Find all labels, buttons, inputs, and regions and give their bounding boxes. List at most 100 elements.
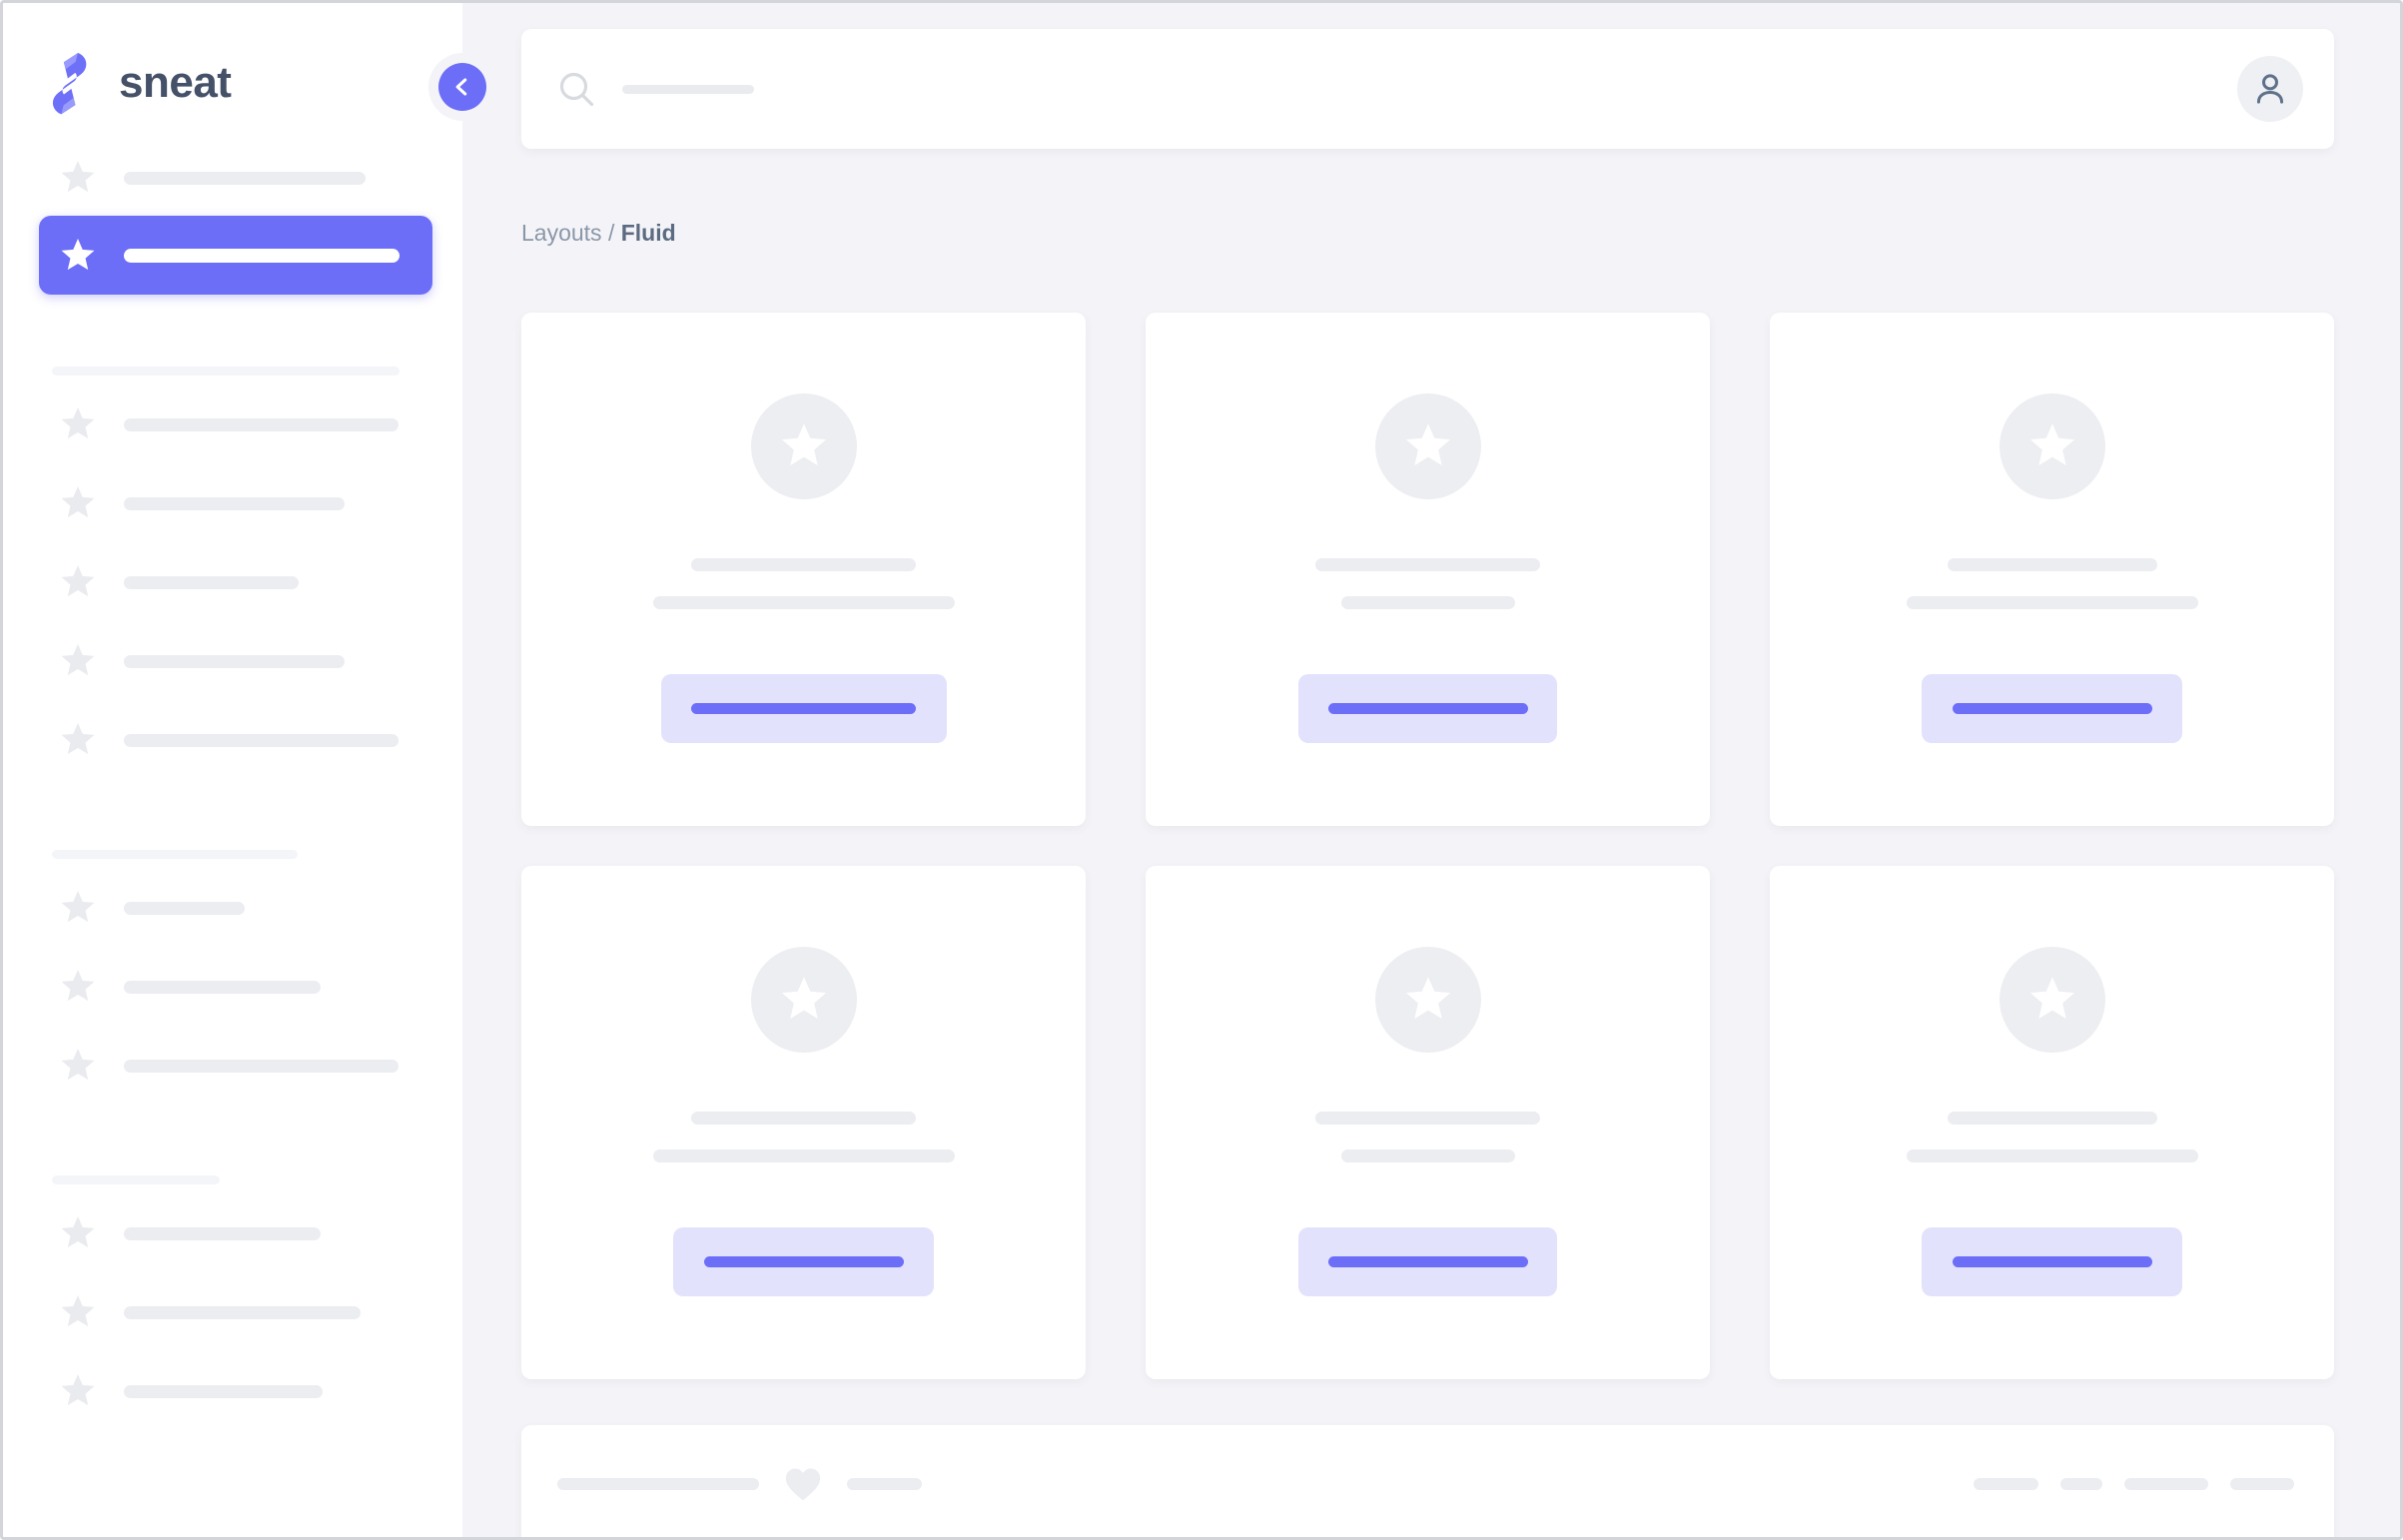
star-icon (60, 1374, 96, 1408)
sidebar-item[interactable] (3, 888, 462, 928)
star-icon (60, 1216, 96, 1250)
button-placeholder-bar (1327, 1256, 1528, 1267)
sidebar-item[interactable] (3, 1292, 462, 1332)
sidebar-item[interactable] (3, 967, 462, 1007)
sidebar-item[interactable] (3, 1046, 462, 1086)
star-icon (60, 1049, 96, 1083)
placeholder-bar (1947, 1112, 2157, 1125)
placeholder-bar (124, 171, 366, 185)
brand[interactable]: sneat (3, 3, 462, 115)
placeholder-bar (124, 1305, 361, 1319)
star-icon (60, 407, 96, 441)
sidebar-item[interactable] (3, 641, 462, 681)
placeholder-bar (1340, 596, 1515, 609)
placeholder-bar (691, 558, 916, 571)
card-action-button[interactable] (660, 674, 947, 743)
placeholder-bar (2230, 1478, 2294, 1490)
sneat-logo-icon (49, 51, 99, 115)
footer-row (557, 1466, 2294, 1502)
sidebar-item[interactable] (3, 1213, 462, 1253)
button-placeholder-bar (1327, 703, 1528, 714)
placeholder-bar (124, 248, 400, 263)
cards-grid (521, 313, 2334, 1379)
card-action-button[interactable] (673, 1227, 934, 1296)
breadcrumb: Layouts / Fluid (521, 219, 2334, 247)
placeholder-bar (124, 1384, 323, 1398)
user-avatar-button[interactable] (2237, 56, 2303, 122)
sidebar-item-active[interactable] (39, 216, 432, 295)
star-icon (2028, 423, 2076, 469)
card-action-button[interactable] (1298, 674, 1557, 743)
footer-right-bars (1974, 1478, 2294, 1490)
placeholder-bar (124, 901, 245, 915)
search-placeholder-bar (622, 84, 754, 94)
star-icon (60, 891, 96, 925)
card-avatar-circle (750, 947, 857, 1053)
button-placeholder-bar (1952, 1256, 2152, 1267)
star-icon (60, 644, 96, 678)
sidebar-menu (3, 158, 462, 1411)
star-icon (60, 1295, 96, 1329)
sidebar-item[interactable] (3, 720, 462, 760)
menu-section-divider (52, 850, 298, 859)
placeholder-bar (847, 1478, 922, 1490)
card-action-button[interactable] (1922, 674, 2182, 743)
user-icon (2251, 70, 2289, 108)
breadcrumb-parent-link[interactable]: Layouts (521, 220, 602, 246)
placeholder-card (521, 866, 1086, 1379)
star-icon (60, 970, 96, 1004)
sidebar-toggle-halo (428, 53, 496, 121)
star-icon (780, 977, 828, 1023)
sidebar-item[interactable] (3, 404, 462, 444)
sidebar-item[interactable] (3, 158, 462, 198)
placeholder-bar (124, 417, 399, 431)
sidebar-collapse-button[interactable] (438, 63, 486, 111)
placeholder-bar (124, 1226, 321, 1240)
search-bar[interactable] (521, 29, 2334, 149)
card-avatar-circle (1374, 393, 1481, 499)
star-icon (1404, 423, 1452, 469)
sidebar-item[interactable] (3, 562, 462, 602)
star-icon (2028, 977, 2076, 1023)
button-placeholder-bar (691, 703, 916, 714)
card-avatar-circle (1374, 947, 1481, 1053)
sidebar-item[interactable] (3, 1371, 462, 1411)
sidebar-item[interactable] (3, 483, 462, 523)
placeholder-bar (124, 575, 299, 589)
placeholder-bar (1340, 1150, 1515, 1162)
placeholder-bar (124, 980, 321, 994)
placeholder-bar (1906, 596, 2198, 609)
placeholder-bar (124, 654, 345, 668)
card-avatar-circle (750, 393, 857, 499)
breadcrumb-current: Fluid (620, 220, 676, 246)
placeholder-bar (557, 1478, 759, 1490)
placeholder-bar (124, 496, 345, 510)
placeholder-bar (652, 596, 955, 609)
menu-section-divider (52, 367, 400, 376)
placeholder-bar (124, 1059, 399, 1073)
placeholder-bar (1906, 1150, 2198, 1162)
chevron-left-icon (449, 74, 475, 100)
placeholder-card (521, 313, 1086, 826)
card-avatar-circle (1999, 393, 2105, 499)
placeholder-bar (652, 1150, 955, 1162)
card-action-button[interactable] (1298, 1227, 1557, 1296)
main-content: Layouts / Fluid (462, 3, 2400, 1537)
breadcrumb-separator: / (607, 220, 615, 246)
footer-card (521, 1425, 2334, 1537)
placeholder-bar (2060, 1478, 2102, 1490)
button-placeholder-bar (1952, 703, 2152, 714)
star-icon (60, 486, 96, 520)
brand-name: sneat (119, 58, 232, 107)
placeholder-card (1770, 313, 2334, 826)
card-action-button[interactable] (1922, 1227, 2182, 1296)
heart-icon (783, 1466, 823, 1502)
placeholder-bar (124, 733, 399, 747)
button-placeholder-bar (703, 1256, 904, 1267)
placeholder-bar (1315, 1112, 1540, 1125)
star-icon (60, 565, 96, 599)
card-avatar-circle (1999, 947, 2105, 1053)
star-icon (60, 161, 96, 195)
sidebar: sneat (3, 3, 462, 1537)
